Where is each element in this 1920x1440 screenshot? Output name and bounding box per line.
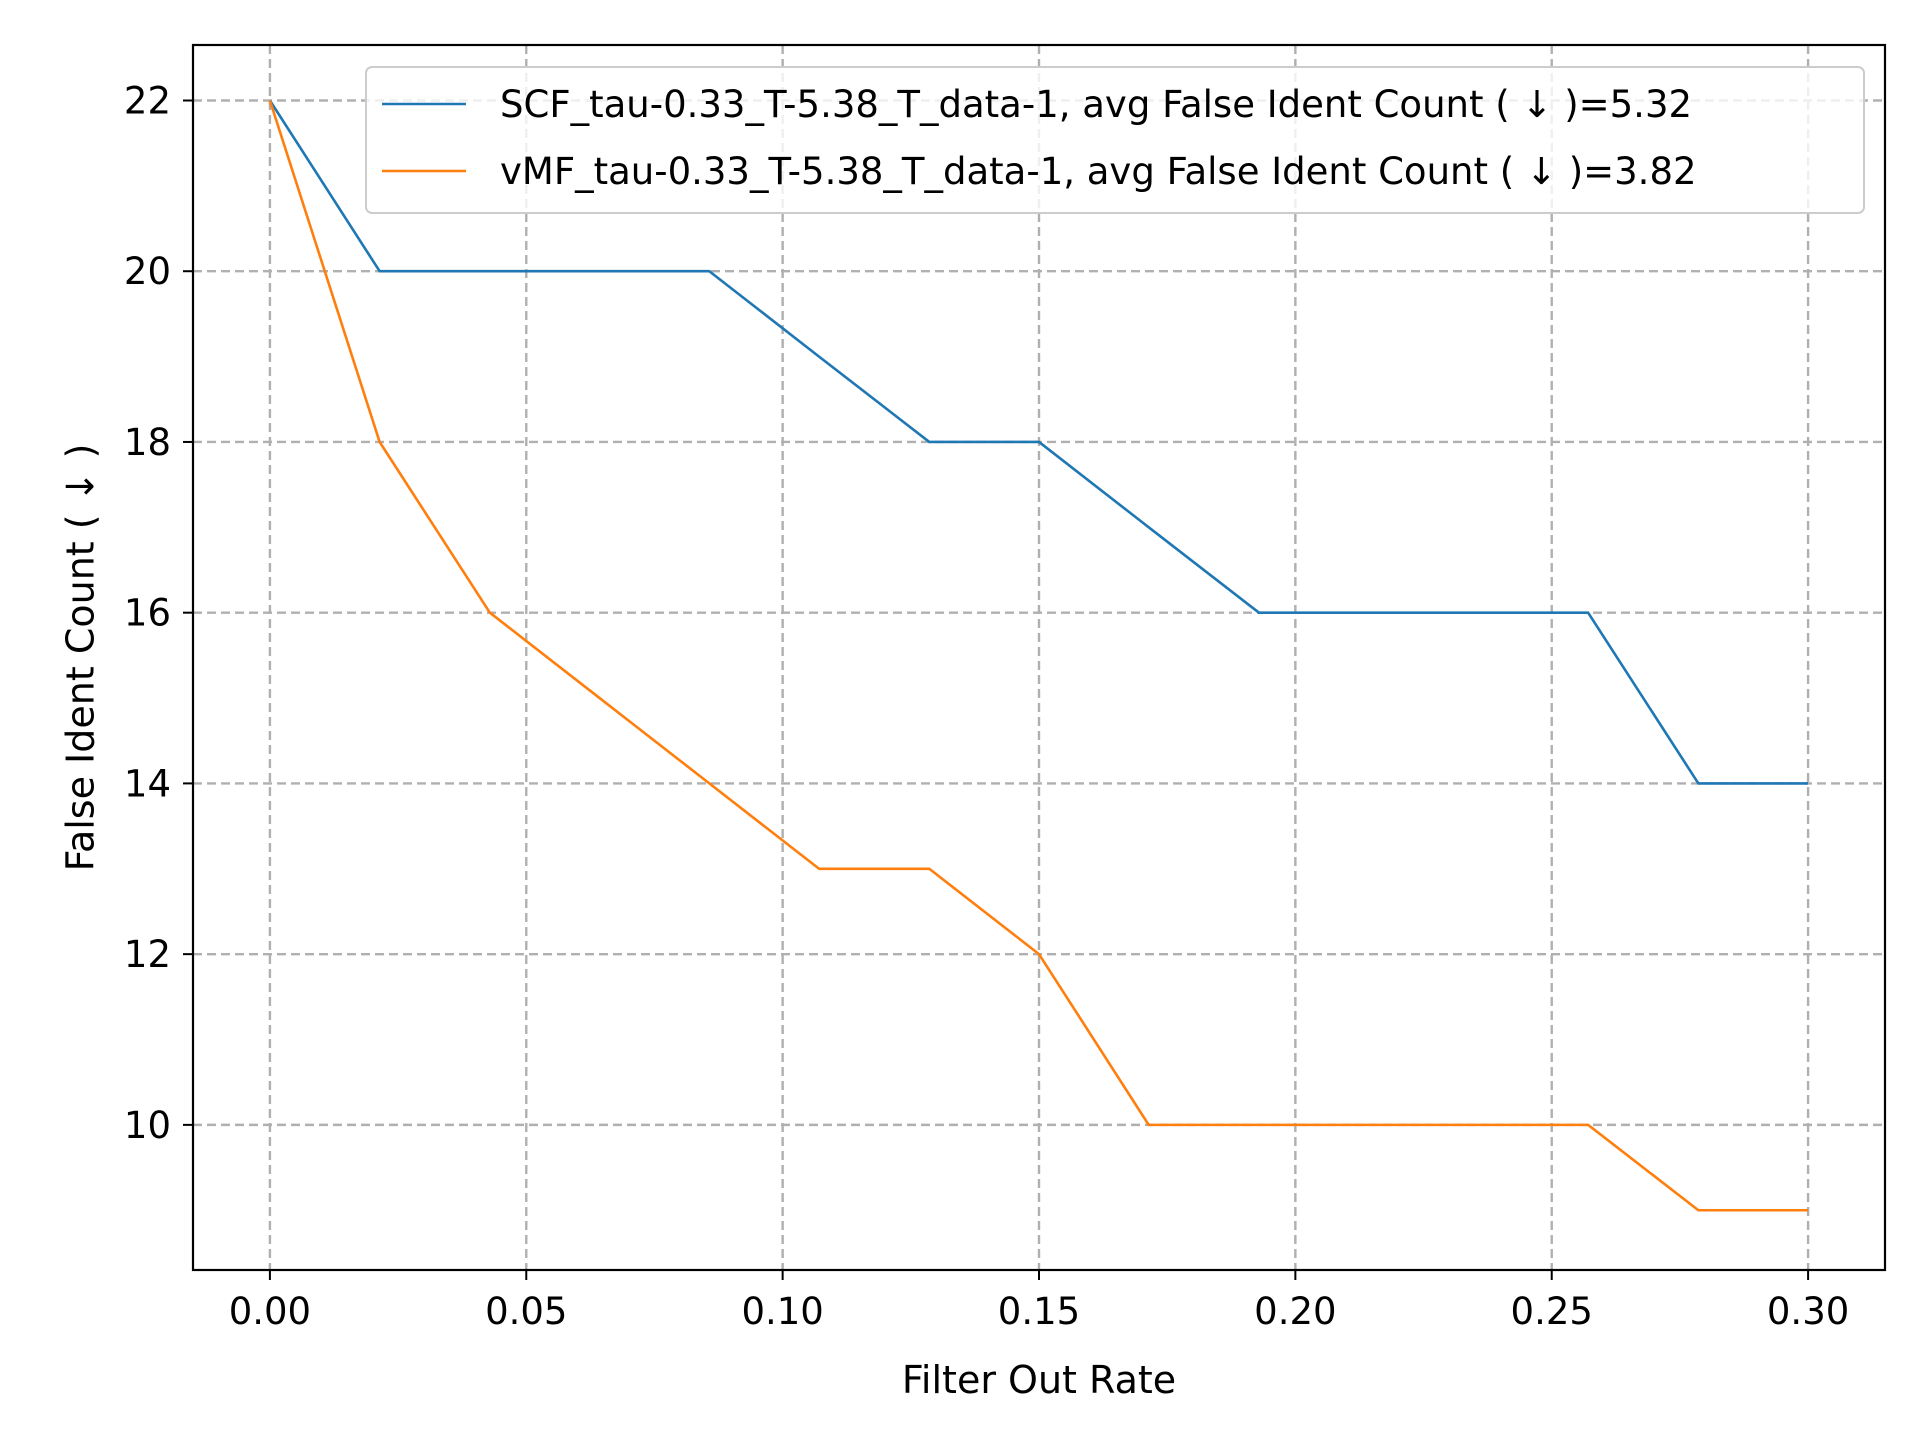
y-tick-label: 10 [124, 1104, 171, 1147]
x-tick-label: 0.05 [485, 1290, 567, 1333]
legend-box [365, 66, 1865, 214]
x-axis-title: Filter Out Rate [902, 1358, 1176, 1402]
x-tick-label: 0.10 [741, 1290, 823, 1333]
series-layer [268, 99, 1809, 1212]
y-axis-title: False Ident Count ( ↓ ) [58, 444, 102, 872]
y-tick-label: 14 [124, 762, 171, 805]
legend: SCF_tau-0.33_T-5.38_T_data-1, avg False … [365, 66, 1865, 214]
y-tick-label: 12 [124, 933, 171, 976]
y-tick-label: 22 [124, 79, 171, 122]
x-tick-label: 0.30 [1767, 1290, 1849, 1333]
y-tick-label: 18 [124, 421, 171, 464]
series-line-vmf [268, 100, 1809, 1212]
x-tick-label: 0.15 [998, 1290, 1080, 1333]
legend-label: vMF_tau-0.33_T-5.38_T_data-1, avg False … [500, 150, 1697, 193]
y-tick-label: 16 [124, 592, 171, 635]
x-tick-label: 0.25 [1511, 1290, 1593, 1333]
y-tick-label: 20 [124, 250, 171, 293]
y-axis-ticks: 10 12 14 16 18 20 22 [124, 79, 193, 1147]
x-tick-label: 0.00 [229, 1290, 311, 1333]
legend-label: SCF_tau-0.33_T-5.38_T_data-1, avg False … [500, 83, 1692, 126]
x-tick-label: 0.20 [1254, 1290, 1336, 1333]
x-axis-ticks: 0.00 0.05 0.10 0.15 0.20 0.25 0.30 [229, 1270, 1849, 1333]
series-line-scf [268, 99, 1809, 785]
